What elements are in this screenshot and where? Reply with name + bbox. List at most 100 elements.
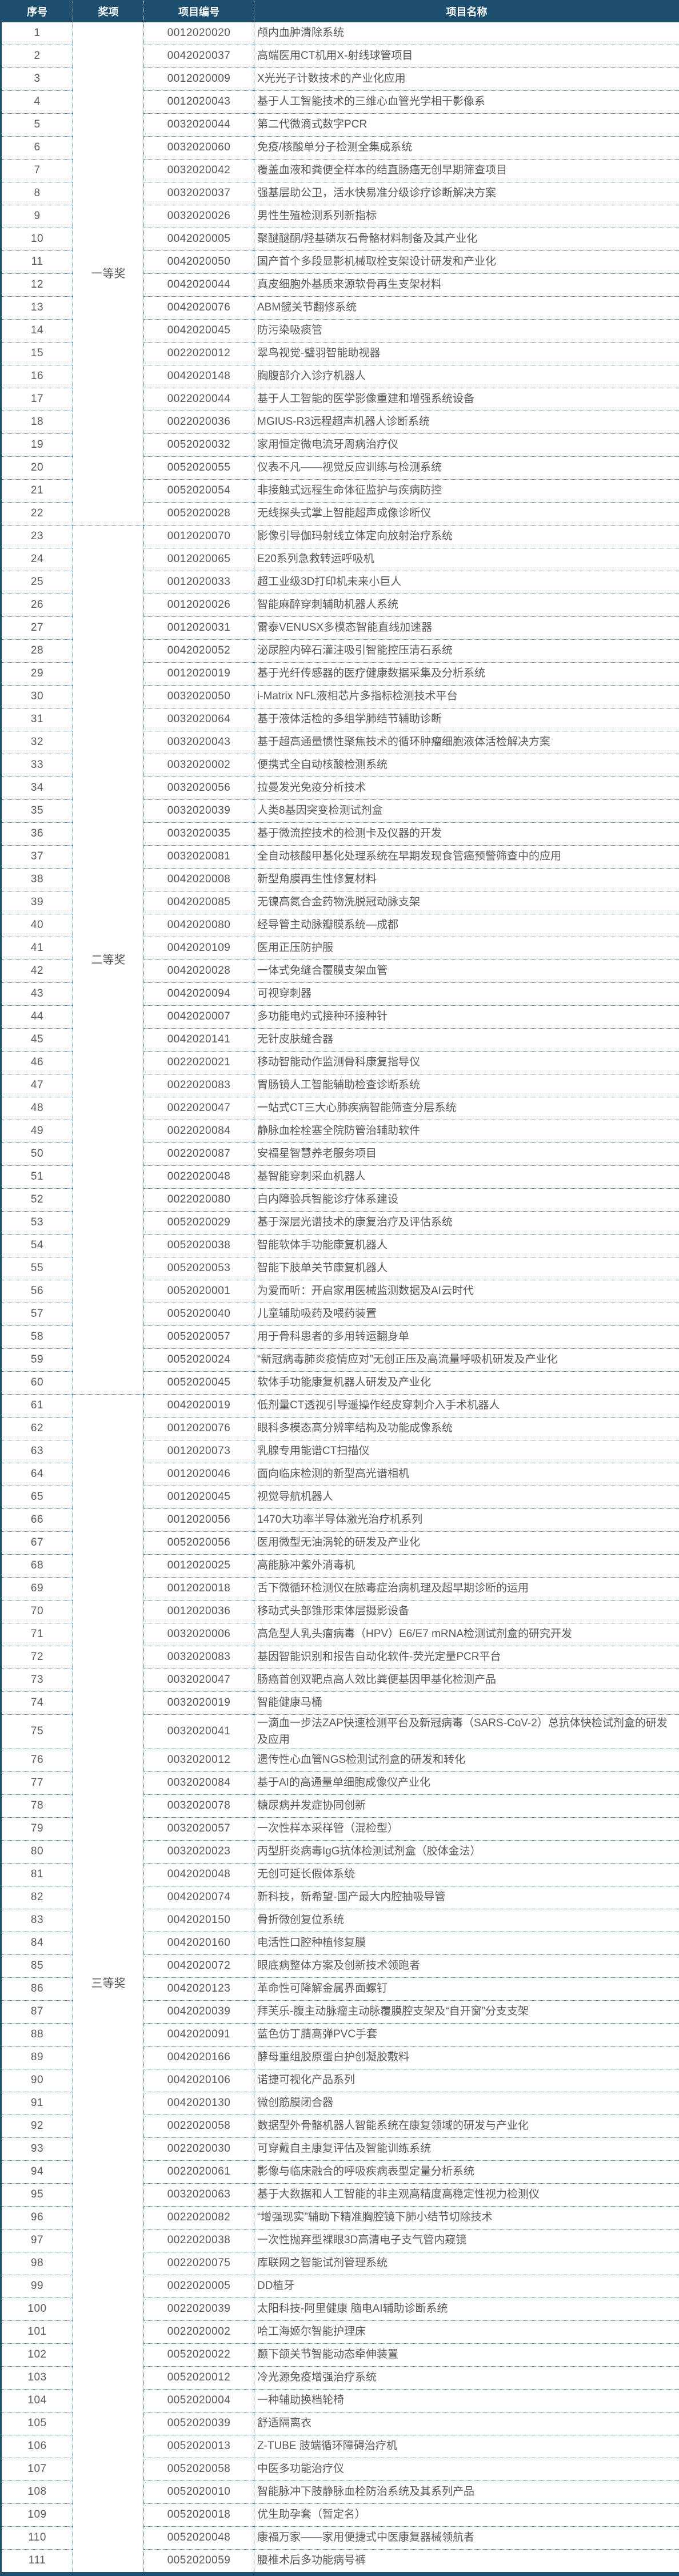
code-cell: 0042020076 bbox=[144, 297, 254, 320]
code-cell: 0012020043 bbox=[144, 91, 254, 114]
code-cell: 0042020005 bbox=[144, 228, 254, 251]
serial-cell: 24 bbox=[1, 548, 73, 571]
serial-cell: 86 bbox=[1, 1978, 73, 2001]
code-cell: 0022020005 bbox=[144, 2275, 254, 2298]
serial-cell: 96 bbox=[1, 2207, 73, 2229]
code-cell: 0022020047 bbox=[144, 1097, 254, 1120]
code-cell: 0022020002 bbox=[144, 2321, 254, 2344]
code-cell: 0042020008 bbox=[144, 869, 254, 891]
serial-cell: 58 bbox=[1, 1326, 73, 1349]
serial-cell: 63 bbox=[1, 1440, 73, 1463]
serial-cell: 75 bbox=[1, 1715, 73, 1749]
code-cell: 0052020013 bbox=[144, 2435, 254, 2458]
project-name-cell: 颅内血肿清除系统 bbox=[254, 22, 679, 45]
code-cell: 0012020019 bbox=[144, 663, 254, 686]
serial-cell: 77 bbox=[1, 1772, 73, 1795]
serial-cell: 4 bbox=[1, 91, 73, 114]
code-cell: 0032020078 bbox=[144, 1795, 254, 1818]
project-name-cell: 腰椎术后多功能病号裤 bbox=[254, 2550, 679, 2574]
serial-cell: 97 bbox=[1, 2229, 73, 2252]
project-name-cell: 聚醚醚酮/羟基磷灰石骨骼材料制备及其产业化 bbox=[254, 228, 679, 251]
code-cell: 0052020053 bbox=[144, 1257, 254, 1280]
code-cell: 0052020055 bbox=[144, 457, 254, 480]
code-cell: 0052020001 bbox=[144, 1280, 254, 1303]
project-name-cell: 新科技，新希望-国产最大内腔抽吸导管 bbox=[254, 1886, 679, 1909]
project-name-cell: 视觉导航机器人 bbox=[254, 1486, 679, 1509]
code-cell: 0052020012 bbox=[144, 2367, 254, 2390]
code-cell: 0042020091 bbox=[144, 2024, 254, 2047]
serial-cell: 1 bbox=[1, 22, 73, 45]
code-cell: 0042020106 bbox=[144, 2069, 254, 2092]
serial-cell: 90 bbox=[1, 2069, 73, 2092]
serial-cell: 37 bbox=[1, 846, 73, 869]
project-name-cell: DD植牙 bbox=[254, 2275, 679, 2298]
project-name-cell: X光光子计数技术的产业化应用 bbox=[254, 68, 679, 91]
serial-cell: 91 bbox=[1, 2092, 73, 2115]
project-name-cell: 库联网之智能试剂管理系统 bbox=[254, 2252, 679, 2275]
code-cell: 0032020037 bbox=[144, 182, 254, 205]
serial-cell: 38 bbox=[1, 869, 73, 891]
project-name-cell: 智能麻醉穿刺辅助机器人系统 bbox=[254, 594, 679, 617]
code-cell: 0042020050 bbox=[144, 251, 254, 274]
code-cell: 0032020084 bbox=[144, 1772, 254, 1795]
serial-cell: 76 bbox=[1, 1749, 73, 1772]
code-cell: 0052020029 bbox=[144, 1212, 254, 1235]
project-name-cell: 无针皮肤缝合器 bbox=[254, 1029, 679, 1052]
code-cell: 0032020047 bbox=[144, 1669, 254, 1692]
code-cell: 0022020048 bbox=[144, 1166, 254, 1189]
serial-cell: 21 bbox=[1, 480, 73, 503]
serial-cell: 33 bbox=[1, 754, 73, 777]
project-name-cell: 遗传性心血管NGS检测试剂盒的研发和转化 bbox=[254, 1749, 679, 1772]
project-name-cell: 多功能电灼式接种环接种针 bbox=[254, 1006, 679, 1029]
serial-cell: 101 bbox=[1, 2321, 73, 2344]
code-cell: 0042020130 bbox=[144, 2092, 254, 2115]
code-cell: 0052020054 bbox=[144, 480, 254, 503]
project-name-cell: 诺捷可视化产品系列 bbox=[254, 2069, 679, 2092]
project-name-cell: 高能脉冲紫外消毒机 bbox=[254, 1555, 679, 1578]
project-name-cell: 智能软体手功能康复机器人 bbox=[254, 1235, 679, 1257]
project-name-cell: 移动智能动作监测骨科康复指导仪 bbox=[254, 1052, 679, 1074]
code-cell: 0052020039 bbox=[144, 2412, 254, 2435]
serial-cell: 11 bbox=[1, 251, 73, 274]
serial-cell: 15 bbox=[1, 343, 73, 365]
project-name-cell: 无线探头式掌上智能超声成像诊断仪 bbox=[254, 503, 679, 525]
code-cell: 0042020148 bbox=[144, 365, 254, 388]
project-name-cell: 微创筋膜闭合器 bbox=[254, 2092, 679, 2115]
project-name-cell: “新冠病毒肺炎疫情应对”无创正压及高流量呼吸机研发及产业化 bbox=[254, 1349, 679, 1372]
code-cell: 0042020044 bbox=[144, 274, 254, 297]
code-cell: 0032020081 bbox=[144, 846, 254, 869]
serial-cell: 8 bbox=[1, 182, 73, 205]
code-cell: 0042020019 bbox=[144, 1395, 254, 1418]
serial-cell: 47 bbox=[1, 1074, 73, 1097]
project-name-cell: 数据型外骨骼机器人智能系统在康复领域的研发与产业化 bbox=[254, 2115, 679, 2138]
code-cell: 0012020018 bbox=[144, 1578, 254, 1600]
award-cell: 一等奖 bbox=[73, 22, 144, 525]
project-name-cell: 家用恒定微电流牙周病治疗仪 bbox=[254, 434, 679, 457]
code-cell: 0012020036 bbox=[144, 1600, 254, 1623]
serial-cell: 50 bbox=[1, 1143, 73, 1166]
serial-cell: 68 bbox=[1, 1555, 73, 1578]
code-cell: 0042020039 bbox=[144, 2001, 254, 2024]
serial-cell: 104 bbox=[1, 2390, 73, 2412]
serial-cell: 22 bbox=[1, 503, 73, 525]
code-cell: 0042020048 bbox=[144, 1864, 254, 1886]
code-cell: 0042020160 bbox=[144, 1932, 254, 1955]
code-cell: 0052020022 bbox=[144, 2344, 254, 2367]
code-cell: 0052020045 bbox=[144, 1372, 254, 1395]
code-cell: 0012020070 bbox=[144, 525, 254, 548]
serial-cell: 102 bbox=[1, 2344, 73, 2367]
project-name-cell: 静脉血栓栓塞全院防管治辅助软件 bbox=[254, 1120, 679, 1143]
project-name-cell: 基于人工智能的医学影像重建和增强系统设备 bbox=[254, 388, 679, 411]
project-name-cell: 智能健康马桶 bbox=[254, 1692, 679, 1715]
project-name-cell: 强基层助公卫，活水快易准分级诊疗诊断解决方案 bbox=[254, 182, 679, 205]
code-cell: 0052020048 bbox=[144, 2527, 254, 2550]
project-name-cell: 1470大功率半导体激光治疗机系列 bbox=[254, 1509, 679, 1532]
code-cell: 0022020080 bbox=[144, 1189, 254, 1212]
project-name-cell: 超工业级3D打印机未来小巨人 bbox=[254, 571, 679, 594]
header-award: 奖项 bbox=[73, 1, 144, 23]
serial-cell: 7 bbox=[1, 160, 73, 182]
code-cell: 0042020166 bbox=[144, 2047, 254, 2069]
code-cell: 0032020064 bbox=[144, 708, 254, 731]
code-cell: 0022020021 bbox=[144, 1052, 254, 1074]
code-cell: 0022020084 bbox=[144, 1120, 254, 1143]
